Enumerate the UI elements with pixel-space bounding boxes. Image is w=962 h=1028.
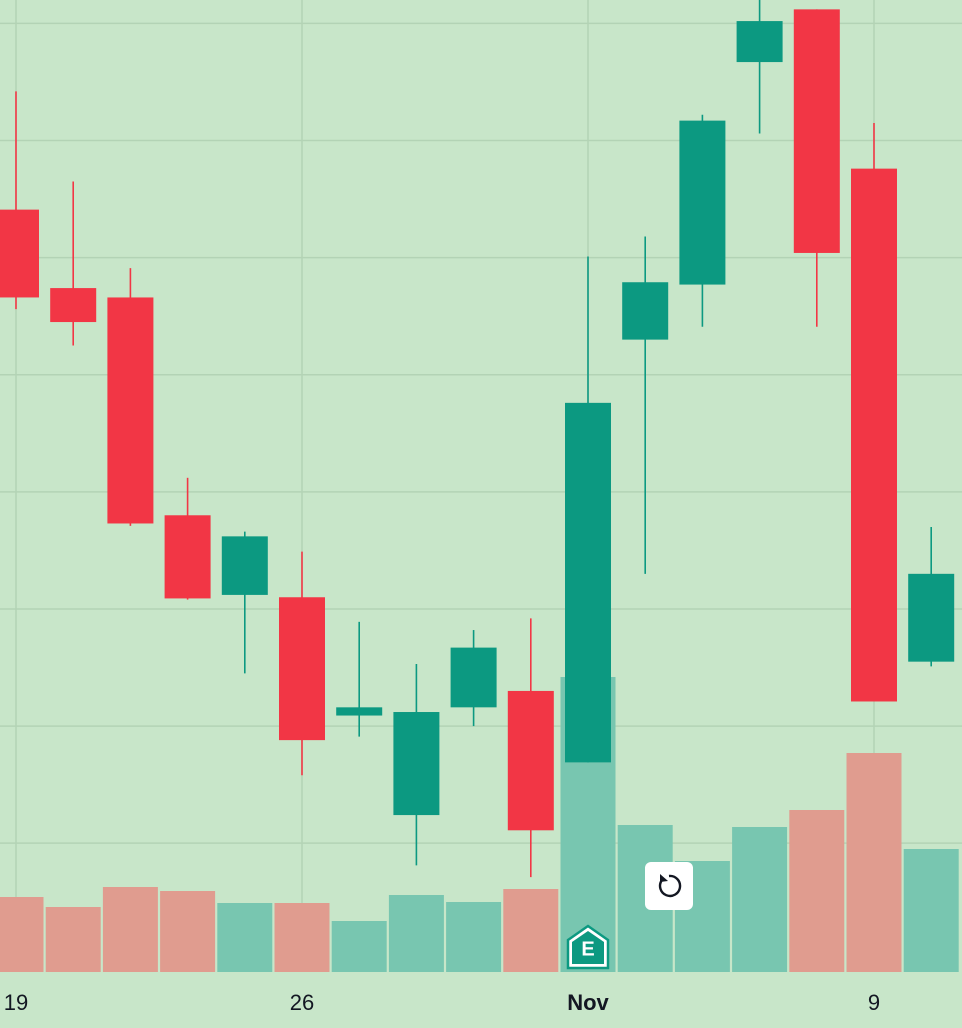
- candle-body: [908, 573, 955, 662]
- volume-bar: [45, 907, 101, 972]
- volume-bars: [0, 677, 959, 972]
- x-tick-label: 19: [4, 990, 28, 1015]
- marker-inner: [572, 931, 604, 964]
- x-tick-label: 26: [290, 990, 314, 1015]
- candle-body: [336, 707, 383, 716]
- volume-bar: [503, 889, 559, 972]
- volume-bar: [0, 897, 44, 972]
- reset-icon: [658, 874, 682, 898]
- marker-label: E: [581, 938, 594, 960]
- candle-body: [851, 168, 897, 702]
- candle-body: [0, 209, 39, 298]
- volume-bar: [446, 902, 502, 972]
- candle-body: [736, 21, 783, 63]
- candles: [0, 0, 955, 878]
- volume-bar: [217, 903, 273, 972]
- volume-bar: [102, 887, 158, 972]
- reset-arrow: [660, 874, 668, 882]
- volume-bar: [789, 810, 845, 972]
- x-tick-label: Nov: [567, 990, 609, 1015]
- candle-body: [565, 402, 611, 763]
- candle-body: [393, 712, 440, 816]
- volume-bar: [160, 891, 216, 972]
- volume-bar: [732, 827, 788, 972]
- candle-body: [279, 597, 325, 741]
- reset-button[interactable]: [645, 862, 693, 910]
- candle-body: [507, 690, 554, 831]
- candle-body: [164, 515, 211, 599]
- candle-body: [622, 282, 669, 340]
- candle-body: [107, 297, 154, 524]
- volume-bar: [274, 903, 330, 972]
- reset-bg: [645, 862, 693, 910]
- x-tick-label: 9: [868, 990, 880, 1015]
- candle-body: [50, 288, 97, 323]
- candle-body: [450, 647, 497, 708]
- candle-body: [679, 120, 726, 285]
- volume-bar: [388, 895, 444, 972]
- volume-bar: [331, 921, 387, 972]
- volume-bar: [903, 849, 959, 972]
- volume-bar: [846, 753, 902, 972]
- candle-body: [221, 536, 268, 595]
- x-axis: 19 26 Nov 9: [4, 990, 880, 1015]
- earnings-marker[interactable]: E: [566, 924, 610, 970]
- candle-body: [793, 9, 840, 253]
